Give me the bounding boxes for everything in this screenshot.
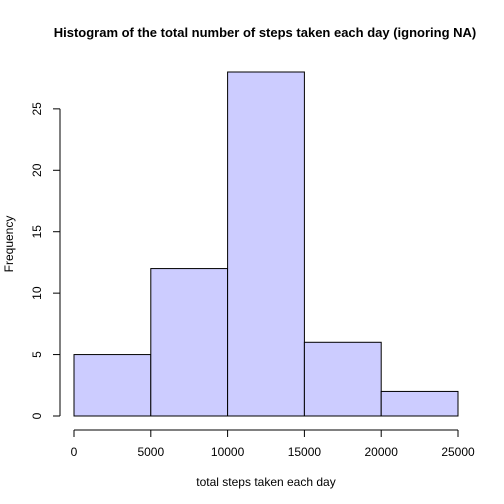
bars-group	[73, 71, 459, 417]
x-tick-label: 10000	[211, 445, 245, 459]
histogram-bar-2	[227, 71, 305, 417]
histogram-bar-4	[380, 390, 459, 417]
histogram-bar-3	[303, 341, 382, 417]
x-axis: 0 5000 10000 15000 20000 25000	[71, 429, 475, 459]
y-tick-label: 15	[30, 225, 44, 239]
y-tick-label: 0	[30, 412, 44, 419]
x-tick-label: 15000	[288, 445, 322, 459]
x-tick-label: 0	[71, 445, 78, 459]
histogram-bar-0	[73, 354, 152, 417]
y-axis: 0 5 10 15 20 25	[30, 102, 61, 419]
x-tick-label: 20000	[365, 445, 399, 459]
y-axis-label: Frequency	[2, 216, 16, 273]
y-tick-label: 10	[30, 286, 44, 300]
y-tick-label: 25	[30, 102, 44, 116]
y-tick-label: 20	[30, 163, 44, 177]
x-tick-label: 25000	[441, 445, 475, 459]
y-tick-label: 5	[30, 351, 44, 358]
x-tick-label: 5000	[137, 445, 164, 459]
histogram-bar-1	[150, 268, 229, 417]
x-axis-label: total steps taken each day	[196, 475, 335, 489]
chart-title: Histogram of the total number of steps t…	[54, 25, 477, 40]
